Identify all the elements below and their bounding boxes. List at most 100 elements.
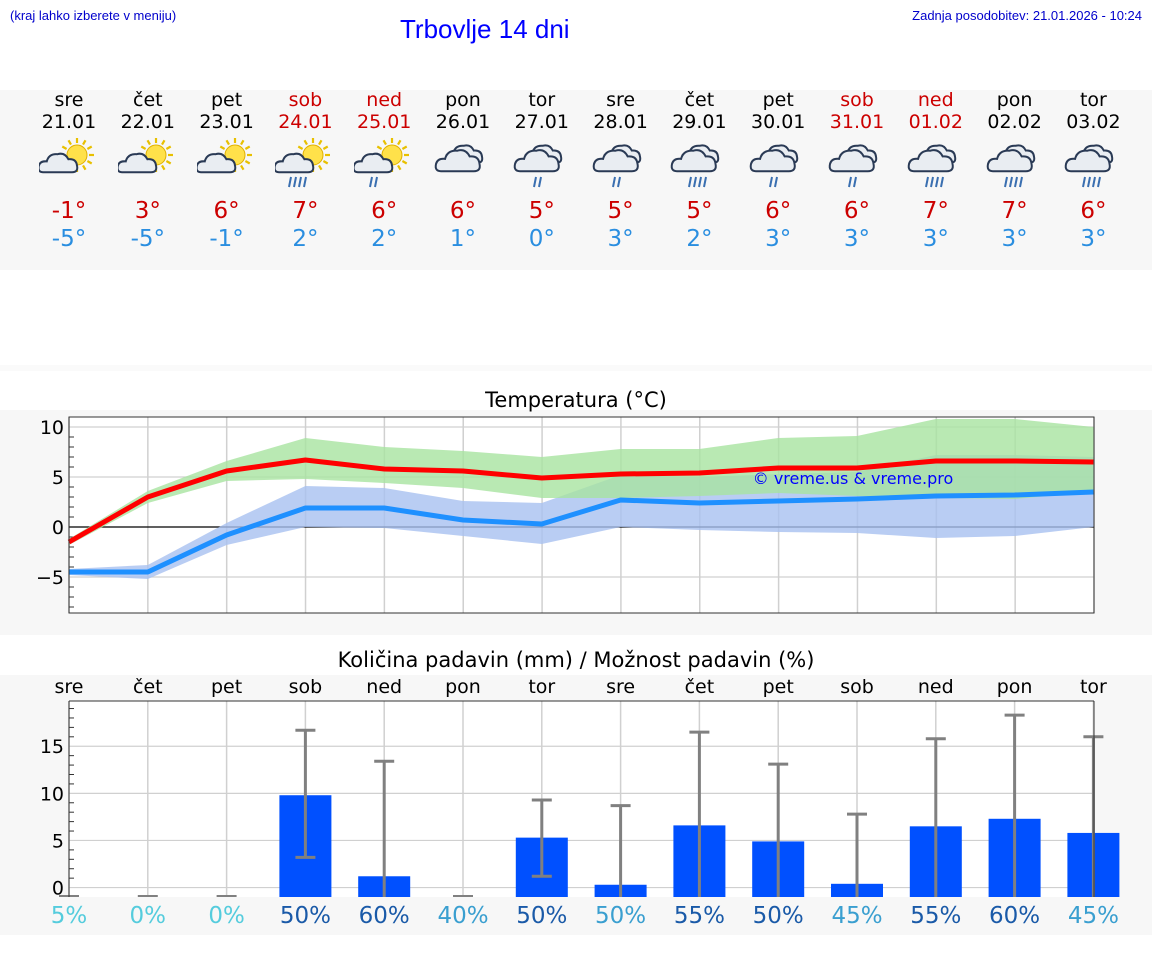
day-column: pon 02.02 7° 3° <box>975 89 1055 253</box>
y-tick-label: −5 <box>36 567 64 589</box>
temp-max: 6° <box>449 198 477 224</box>
day-name: ned <box>917 89 954 111</box>
day-date: 30.01 <box>750 111 806 133</box>
temp-max: 6° <box>371 198 398 224</box>
day-label: pet <box>211 676 242 698</box>
day-column: pon 26.01 6° 1° <box>423 89 503 253</box>
day-label: sre <box>55 676 84 698</box>
temperature-plot-frame <box>68 416 1095 614</box>
day-date: 22.01 <box>120 111 175 133</box>
temp-max: 6° <box>1080 198 1107 224</box>
day-name: ned <box>366 89 403 111</box>
temp-max: 6° <box>765 198 792 224</box>
day-label: sob <box>289 676 323 698</box>
day-date: 26.01 <box>435 111 491 133</box>
temp-min: 3° <box>1080 226 1107 252</box>
day-name: sre <box>54 89 84 111</box>
temp-min: 0° <box>528 226 555 252</box>
day-column: čet 29.01 5° 2° <box>659 89 739 253</box>
day-name: sob <box>840 89 874 111</box>
temp-min: -5° <box>51 226 87 252</box>
day-column: pet 23.01 6° -1° <box>187 89 267 253</box>
day-label: čet <box>685 676 715 698</box>
day-column: sob 24.01 7° 2° <box>265 89 345 253</box>
y-tick-label: 5 <box>52 467 64 489</box>
cloud-rain-icon <box>1065 144 1114 188</box>
day-name: tor <box>1079 89 1107 111</box>
day-date: 31.01 <box>829 111 885 133</box>
cloud-light-rain-icon <box>828 144 878 188</box>
temp-min: 2° <box>292 226 319 252</box>
temp-max: 7° <box>1001 198 1028 224</box>
cloud-icon <box>434 144 484 173</box>
day-column: ned 25.01 6° 2° <box>344 89 424 253</box>
day-label: pet <box>763 676 794 698</box>
y-tick-label: 0 <box>52 517 64 539</box>
sun-cloud-icon <box>117 138 173 174</box>
temp-band-max <box>69 419 1094 545</box>
daily-forecast-band <box>0 90 1152 270</box>
day-column: čet 22.01 3° -5° <box>108 89 188 253</box>
sun-cloud-rain-icon <box>275 138 331 188</box>
y-tick-label: 0 <box>52 878 64 900</box>
day-label: sob <box>840 676 874 698</box>
day-column: pet 30.01 6° 3° <box>738 89 818 253</box>
day-date: 03.02 <box>1066 111 1121 133</box>
temp-min: 3° <box>1001 226 1028 252</box>
temp-min: -5° <box>130 226 166 252</box>
cloud-light-rain-icon <box>513 144 563 188</box>
temp-min: 3° <box>843 226 871 252</box>
day-name: sob <box>288 89 323 111</box>
page-title: Trbovlje 14 dni <box>400 14 570 44</box>
temp-min: 3° <box>922 226 949 252</box>
temp-min: 2° <box>686 226 713 252</box>
temp-min: 3° <box>607 226 634 252</box>
sun-cloud-icon <box>196 138 252 174</box>
day-date: 01.02 <box>908 111 963 133</box>
day-column: tor 27.01 5° 0° <box>502 89 582 253</box>
temp-max: 5° <box>528 198 555 224</box>
temp-min: 2° <box>371 226 398 252</box>
temp-max: 6° <box>213 198 240 224</box>
temp-max: 5° <box>607 198 634 224</box>
day-label: pon <box>997 676 1033 698</box>
temperature-chart: 10 5 0 −5 © vreme.us & vreme.pro <box>36 416 1095 614</box>
day-column: ned 01.02 7° 3° <box>896 89 976 253</box>
day-label: ned <box>918 676 954 698</box>
temperature-chart-title: Temperatura (°C) <box>485 388 667 412</box>
cloud-rain-icon <box>671 144 720 188</box>
day-column: sob 31.01 6° 3° <box>817 89 897 253</box>
day-date: 21.01 <box>41 111 97 133</box>
y-tick-label: 5 <box>52 830 64 852</box>
cloud-light-rain-icon <box>749 144 799 188</box>
y-tick-label: 10 <box>40 783 64 805</box>
day-date: 25.01 <box>356 111 412 133</box>
temp-max: -1° <box>51 198 87 224</box>
temp-min: 3° <box>765 226 792 252</box>
day-name: čet <box>133 89 163 111</box>
day-label: čet <box>133 676 163 698</box>
day-date: 23.01 <box>199 111 254 133</box>
cloud-light-rain-icon <box>592 144 641 188</box>
day-column: sre 21.01 -1° -5° <box>29 89 109 253</box>
temp-max: 3° <box>134 198 161 224</box>
day-label: sre <box>606 676 635 698</box>
day-name: pon <box>996 89 1033 111</box>
temp-max: 5° <box>686 198 713 224</box>
day-label: tor <box>528 676 555 698</box>
temp-min: -1° <box>209 226 244 252</box>
precipitation-chart-title: Količina padavin (mm) / Možnost padavin … <box>337 648 815 672</box>
temp-line-max <box>67 457 1094 545</box>
separator-band <box>0 365 1152 371</box>
day-name: pon <box>445 89 481 111</box>
temp-line-min <box>69 489 1094 575</box>
cloud-rain-icon <box>907 144 957 188</box>
day-date: 28.01 <box>593 111 648 133</box>
location-hint: (kraj lahko izberete v meniju) <box>10 8 177 23</box>
temp-max: 6° <box>843 198 871 224</box>
precipitation-chart: sre čet pet sob ned pon tor sre čet pet sob ned pon t… <box>40 676 1120 900</box>
temp-max: 7° <box>922 198 949 224</box>
sun-cloud-light-rain-icon <box>354 138 410 188</box>
watermark: © vreme.us & vreme.pro <box>753 469 954 488</box>
cloud-rain-icon <box>986 144 1035 188</box>
